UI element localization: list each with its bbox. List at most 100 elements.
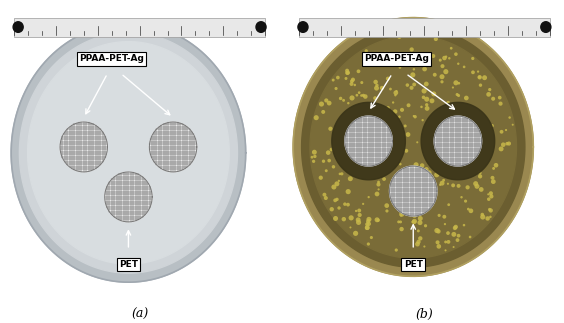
Point	[404, 103, 413, 108]
Point	[355, 213, 364, 218]
Point	[341, 76, 350, 81]
Point	[409, 82, 418, 87]
Point	[488, 175, 497, 181]
Point	[361, 94, 370, 99]
Point	[443, 181, 452, 186]
Point	[487, 194, 496, 199]
Polygon shape	[434, 116, 482, 166]
Point	[394, 219, 403, 224]
Point	[332, 181, 341, 186]
Point	[489, 166, 498, 171]
Point	[451, 52, 460, 57]
Point	[384, 76, 393, 81]
Circle shape	[541, 22, 551, 32]
Point	[422, 81, 431, 87]
Point	[460, 64, 469, 69]
Point	[484, 197, 494, 202]
Point	[449, 245, 458, 250]
Point	[371, 79, 380, 85]
Point	[408, 219, 417, 224]
Point	[485, 87, 494, 92]
Point	[425, 200, 434, 205]
Point	[430, 72, 439, 77]
Point	[478, 212, 487, 217]
Point	[364, 194, 373, 200]
Point	[395, 65, 404, 70]
Point	[324, 150, 333, 155]
Point	[389, 100, 398, 105]
Point	[441, 239, 450, 245]
Point	[350, 82, 359, 88]
Point	[382, 208, 391, 214]
Point	[429, 53, 438, 58]
Point	[412, 164, 421, 170]
Point	[344, 100, 353, 106]
Point	[331, 198, 340, 203]
Point	[404, 172, 413, 177]
Point	[333, 75, 342, 80]
Point	[409, 219, 418, 224]
Point	[443, 231, 452, 236]
Point	[325, 100, 334, 106]
Point	[382, 203, 391, 208]
Point	[331, 216, 340, 221]
Point	[475, 170, 484, 175]
Point	[454, 183, 463, 188]
Point	[416, 220, 425, 225]
Point	[450, 232, 459, 237]
Point	[474, 69, 483, 74]
Point	[377, 85, 386, 90]
Point	[445, 56, 454, 61]
Point	[407, 47, 416, 52]
Point	[377, 51, 386, 56]
Polygon shape	[105, 172, 152, 222]
Point	[444, 239, 453, 245]
Point	[425, 170, 434, 175]
Point	[327, 207, 336, 212]
Point	[407, 85, 416, 90]
Point	[488, 123, 497, 128]
Point	[432, 189, 441, 194]
Point	[397, 226, 406, 232]
Point	[484, 92, 493, 97]
Point	[453, 237, 462, 243]
Point	[380, 176, 389, 182]
Point	[391, 93, 400, 98]
Point	[374, 182, 383, 187]
Point	[410, 213, 419, 218]
Point	[310, 150, 319, 155]
Point	[475, 75, 484, 80]
Polygon shape	[390, 166, 437, 216]
Point	[460, 223, 469, 228]
Text: PET: PET	[404, 260, 423, 269]
Point	[362, 48, 371, 54]
Point	[351, 231, 360, 236]
Point	[435, 213, 444, 218]
Polygon shape	[332, 102, 406, 180]
Point	[396, 219, 405, 224]
Point	[419, 95, 428, 100]
Point	[438, 79, 447, 84]
Point	[417, 172, 426, 177]
Point	[384, 105, 393, 110]
Point	[340, 216, 349, 222]
Circle shape	[298, 22, 308, 32]
Point	[415, 52, 424, 57]
Point	[412, 162, 421, 167]
Point	[381, 52, 390, 57]
Point	[391, 109, 400, 114]
Point	[425, 193, 434, 198]
Polygon shape	[11, 24, 246, 282]
Point	[496, 101, 505, 106]
FancyBboxPatch shape	[14, 18, 265, 37]
Point	[417, 104, 426, 109]
Point	[418, 118, 427, 123]
Point	[319, 159, 328, 164]
Point	[434, 229, 443, 234]
Point	[434, 244, 443, 249]
Point	[491, 163, 500, 168]
Point	[409, 67, 418, 72]
Point	[413, 194, 422, 200]
Point	[440, 56, 449, 61]
Point	[337, 171, 346, 176]
